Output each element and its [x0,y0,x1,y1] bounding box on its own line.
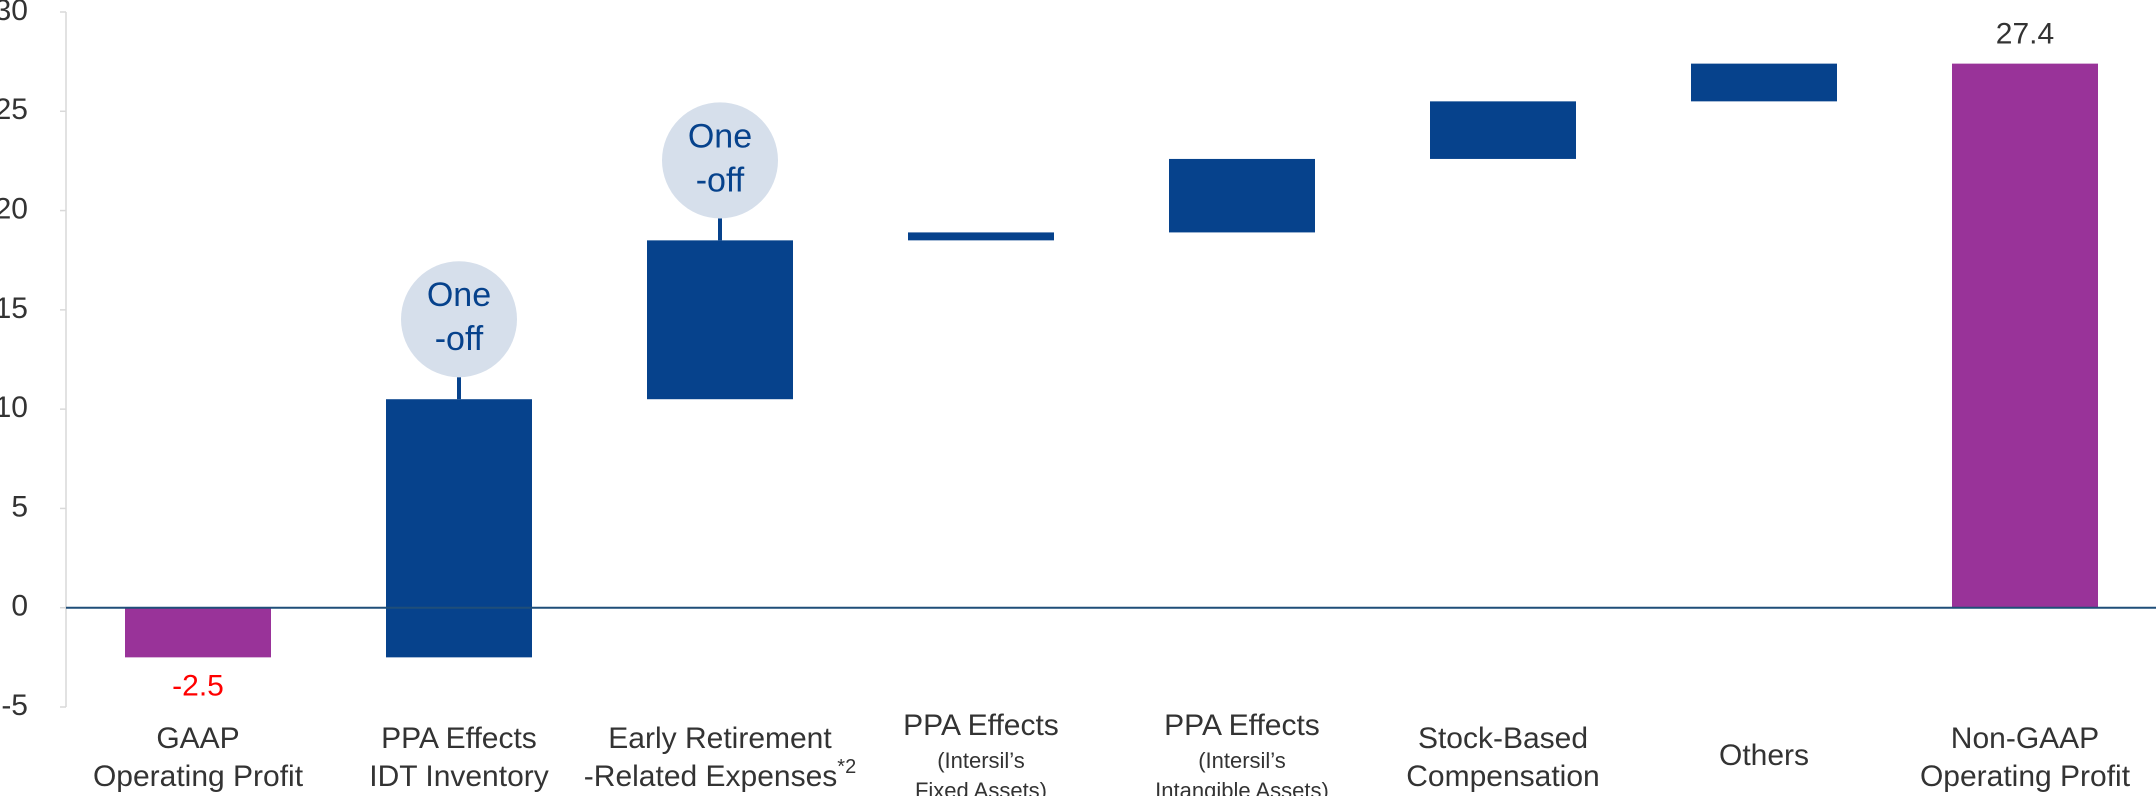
y-tick-label: 30 [0,0,28,27]
x-tick-label: Stock-Based [1418,722,1588,755]
x-tick-label-line: PPA Effects [1164,709,1320,742]
y-tick-label: 5 [11,490,28,523]
x-tick-sublabel: Intangible Assets) [1155,778,1329,796]
y-tick-label: 15 [0,292,28,325]
bar [647,240,793,400]
bar [1952,63,2098,608]
annotation-bubble [401,261,517,378]
x-tick-label-line: PPA Effects [903,709,1059,742]
x-tick-label-line: PPA Effects [381,722,537,755]
bar [125,607,271,658]
x-tick-label: Non-GAAP [1951,722,2099,755]
x-tick-label-line: GAAP [156,722,239,755]
bar [386,399,532,658]
x-tick-label-line: Operating Profit [1920,760,2131,793]
x-tick-label-line: Operating Profit [93,760,304,793]
x-tick-sublabel: (Intersil’s [1198,748,1286,773]
x-tick-label-line: IDT Inventory [369,760,549,793]
x-tick-label-line: -Related Expenses [584,760,837,793]
x-tick-label: Operating Profit [1920,760,2131,793]
x-tick-label: Early Retirement [608,722,832,755]
x-tick-label: Compensation [1406,760,1599,793]
x-tick-sublabel: Fixed Assets) [915,778,1047,796]
bar [1169,158,1315,233]
y-tick-label: -5 [1,689,28,722]
bar [1430,101,1576,159]
x-tick-label: Operating Profit [93,760,304,793]
x-tick-label: Others [1719,739,1809,772]
y-tick-label: 20 [0,192,28,225]
x-tick-label-line: Stock-Based [1418,722,1588,755]
footnote-mark: *2 [837,756,856,778]
x-tick-label: PPA Effects [903,709,1059,742]
x-tick-label-line: Compensation [1406,760,1599,793]
x-tick-label-line: Others [1719,739,1809,772]
value-label: -2.5 [172,669,224,702]
bar [1691,63,1837,102]
bar [908,232,1054,241]
annotation-text: One [427,276,491,314]
y-tick-label: 25 [0,93,28,126]
annotation-text: -off [435,320,484,358]
x-tick-label: PPA Effects [381,722,537,755]
annotation-text: -off [696,161,745,199]
x-tick-label: IDT Inventory [369,760,549,793]
x-tick-label: -Related Expenses*2 [584,756,856,793]
annotation-bubble [662,102,778,219]
y-tick-label: 10 [0,391,28,424]
x-tick-label: GAAP [156,722,239,755]
annotation-text: One [688,117,752,155]
x-tick-sublabel: (Intersil’s [937,748,1025,773]
x-tick-label-line: Early Retirement [608,722,832,755]
x-tick-label-line: Non-GAAP [1951,722,2099,755]
x-tick-label: PPA Effects [1164,709,1320,742]
value-label: 27.4 [1996,18,2054,51]
y-tick-label: 0 [11,590,28,623]
